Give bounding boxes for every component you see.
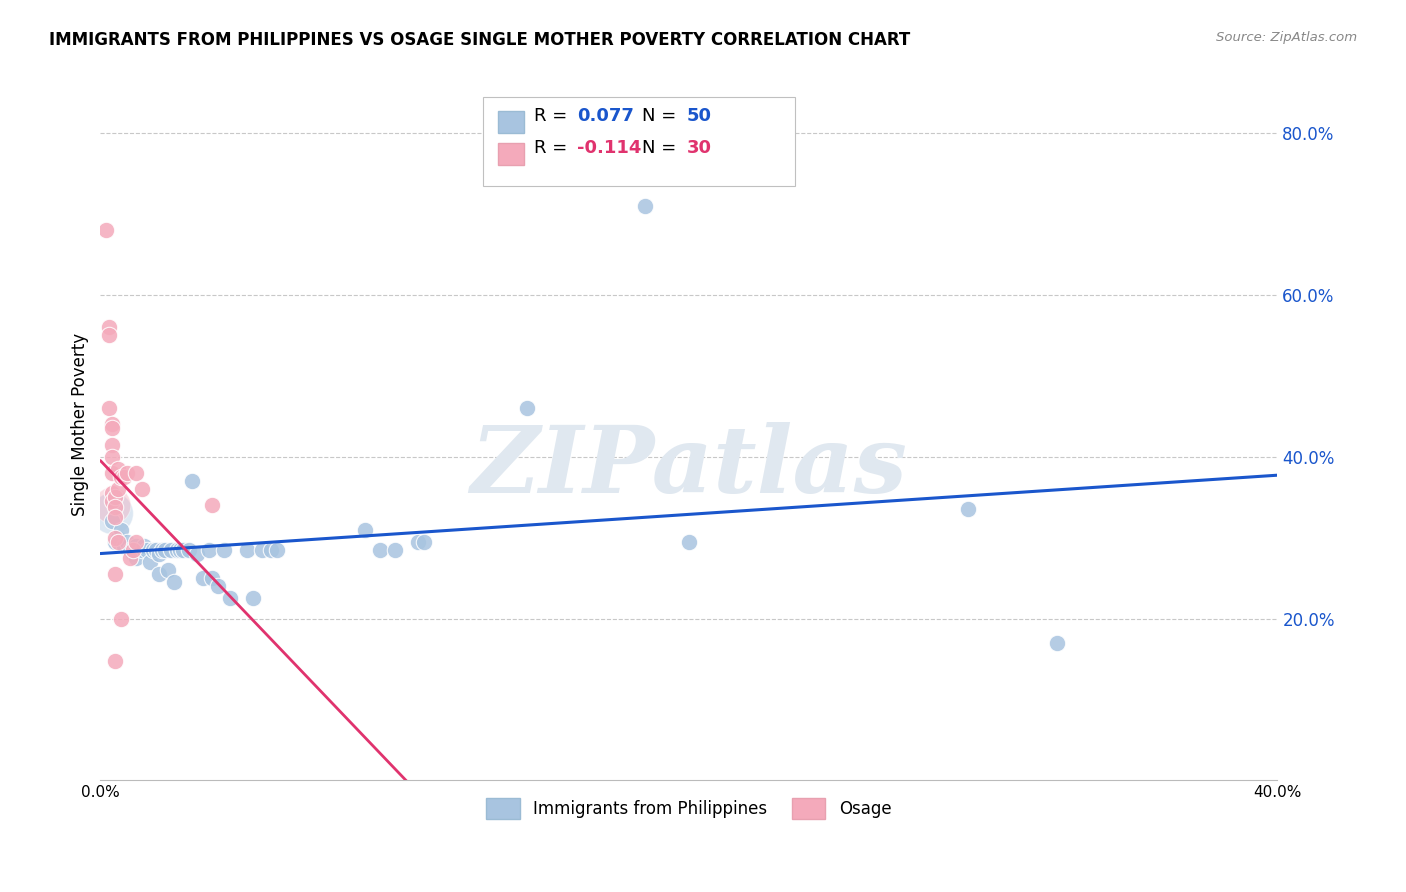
- Text: ZIPatlas: ZIPatlas: [471, 422, 907, 512]
- Point: [260, 542, 283, 557]
- Point: [107, 534, 129, 549]
- Point: [218, 591, 240, 606]
- Point: [250, 542, 273, 557]
- Point: [266, 542, 288, 557]
- Point: [110, 523, 132, 537]
- Point: [104, 531, 127, 545]
- Text: R =: R =: [533, 139, 572, 157]
- Text: 0.077: 0.077: [576, 107, 634, 125]
- Point: [142, 542, 165, 557]
- Point: [112, 470, 135, 484]
- Point: [384, 542, 406, 557]
- Point: [115, 534, 138, 549]
- Point: [101, 417, 124, 432]
- Text: R =: R =: [533, 107, 572, 125]
- Point: [107, 482, 129, 496]
- Point: [1046, 636, 1069, 650]
- Point: [121, 542, 143, 557]
- Text: N =: N =: [641, 139, 682, 157]
- Point: [124, 550, 146, 565]
- Point: [139, 555, 162, 569]
- Point: [101, 466, 124, 480]
- Point: [112, 539, 135, 553]
- Point: [207, 579, 229, 593]
- Point: [186, 547, 208, 561]
- Text: 50: 50: [686, 107, 711, 125]
- Point: [678, 534, 700, 549]
- Point: [110, 611, 132, 625]
- Point: [157, 563, 180, 577]
- Text: -0.114: -0.114: [576, 139, 641, 157]
- Point: [242, 591, 264, 606]
- Point: [145, 542, 167, 557]
- Point: [101, 507, 124, 521]
- Point: [104, 500, 127, 514]
- Point: [169, 542, 191, 557]
- Point: [98, 401, 121, 416]
- Point: [107, 531, 129, 545]
- Text: Source: ZipAtlas.com: Source: ZipAtlas.com: [1216, 31, 1357, 45]
- Point: [121, 547, 143, 561]
- Point: [198, 542, 221, 557]
- Point: [148, 567, 170, 582]
- Point: [150, 542, 173, 557]
- Point: [124, 539, 146, 553]
- Point: [124, 534, 146, 549]
- Point: [110, 470, 132, 484]
- Point: [98, 320, 121, 334]
- Point: [136, 542, 159, 557]
- Point: [104, 490, 127, 504]
- Point: [98, 328, 121, 343]
- Point: [236, 542, 259, 557]
- Point: [104, 534, 127, 549]
- Point: [406, 534, 429, 549]
- Point: [163, 575, 186, 590]
- Point: [101, 437, 124, 451]
- Legend: Immigrants from Philippines, Osage: Immigrants from Philippines, Osage: [479, 792, 898, 825]
- Point: [134, 539, 156, 553]
- Point: [118, 542, 141, 557]
- Point: [124, 466, 146, 480]
- Text: IMMIGRANTS FROM PHILIPPINES VS OSAGE SINGLE MOTHER POVERTY CORRELATION CHART: IMMIGRANTS FROM PHILIPPINES VS OSAGE SIN…: [49, 31, 911, 49]
- Point: [148, 547, 170, 561]
- Point: [104, 510, 127, 524]
- Point: [634, 199, 657, 213]
- Text: N =: N =: [641, 107, 682, 125]
- FancyBboxPatch shape: [498, 144, 524, 165]
- Point: [172, 542, 194, 557]
- Point: [104, 654, 127, 668]
- Point: [101, 421, 124, 435]
- Point: [101, 498, 124, 512]
- Point: [354, 523, 377, 537]
- Point: [101, 494, 124, 508]
- Point: [153, 542, 176, 557]
- Point: [96, 223, 118, 237]
- Point: [160, 542, 183, 557]
- Point: [104, 567, 127, 582]
- Point: [118, 550, 141, 565]
- Point: [201, 498, 224, 512]
- Point: [193, 571, 215, 585]
- Y-axis label: Single Mother Poverty: Single Mother Poverty: [72, 333, 89, 516]
- Text: 30: 30: [686, 139, 711, 157]
- Point: [212, 542, 235, 557]
- Point: [201, 571, 224, 585]
- Point: [166, 542, 188, 557]
- Point: [177, 542, 200, 557]
- Point: [101, 515, 124, 529]
- FancyBboxPatch shape: [482, 97, 794, 186]
- Point: [115, 466, 138, 480]
- Point: [101, 486, 124, 500]
- Point: [516, 401, 538, 416]
- Point: [131, 482, 153, 496]
- Point: [180, 474, 202, 488]
- FancyBboxPatch shape: [498, 112, 524, 133]
- Point: [131, 542, 153, 557]
- Point: [101, 450, 124, 464]
- Point: [413, 534, 436, 549]
- Point: [107, 462, 129, 476]
- Point: [368, 542, 391, 557]
- Point: [957, 502, 980, 516]
